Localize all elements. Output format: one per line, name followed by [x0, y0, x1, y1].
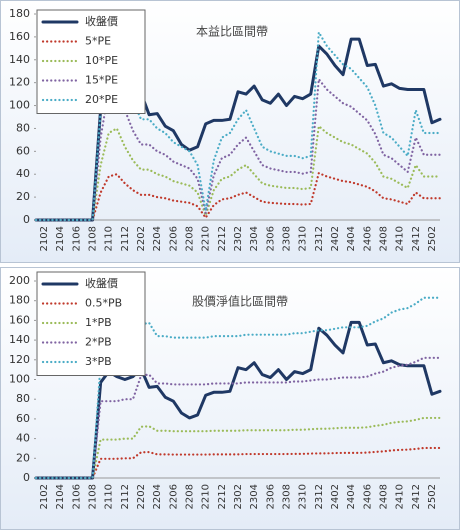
x-tick-label: 2308	[281, 226, 292, 251]
series-line	[34, 125, 442, 222]
legend-label: 20*PE	[85, 93, 118, 106]
legend-label: 10*PE	[85, 54, 118, 67]
y-tick-label: 180	[9, 294, 30, 307]
series-line	[34, 78, 442, 222]
y-tick-label: 20	[16, 190, 30, 203]
y-tick-label: 120	[9, 76, 30, 89]
series-line	[34, 320, 442, 480]
x-tick-label: 2204	[152, 226, 163, 251]
legend-label: 收盤價	[85, 276, 118, 290]
y-tick-label: 160	[9, 313, 30, 326]
x-tick-label: 2410	[395, 226, 406, 251]
x-tick-label: 2110	[104, 226, 115, 251]
y-tick-label: 60	[16, 412, 30, 425]
x-tick-label: 2408	[378, 484, 389, 509]
x-tick-label: 2106	[71, 484, 82, 509]
x-tick-label: 2302	[233, 226, 244, 251]
legend-label: 0.5*PB	[85, 297, 122, 310]
x-tick-label: 2208	[185, 226, 196, 251]
chart-title: 股價淨值比區間帶	[192, 294, 288, 309]
y-tick-label: 120	[9, 353, 30, 366]
y-tick-label: 40	[16, 167, 30, 180]
x-tick-label: 2108	[88, 484, 99, 509]
x-tick-label: 2306	[265, 484, 276, 509]
y-tick-label: 100	[9, 373, 30, 386]
x-tick-label: 2310	[298, 484, 309, 509]
legend-label: 1*PB	[85, 316, 112, 329]
x-tick-label: 2402	[330, 226, 341, 251]
y-tick-label: 100	[9, 99, 30, 112]
y-tick-label: 80	[16, 392, 30, 405]
y-tick-label: 140	[9, 333, 30, 346]
x-tick-label: 2202	[136, 226, 147, 251]
x-tick-label: 2304	[249, 226, 260, 251]
x-tick-label: 2112	[120, 484, 131, 509]
x-tick-label: 2310	[298, 226, 309, 251]
x-tick-label: 2406	[362, 226, 373, 251]
x-tick-label: 2108	[88, 226, 99, 251]
x-tick-label: 2312	[314, 226, 325, 251]
x-tick-label: 2206	[168, 226, 179, 251]
x-tick-label: 2406	[362, 484, 373, 509]
legend-label: 2*PB	[85, 336, 112, 349]
y-tick-label: 80	[16, 121, 30, 134]
x-tick-label: 2104	[55, 226, 66, 251]
legend-label: 5*PE	[85, 35, 111, 48]
x-tick-label: 2410	[395, 484, 406, 509]
x-tick-label: 2212	[217, 484, 228, 509]
y-tick-label: 0	[23, 213, 30, 226]
x-tick-label: 2104	[55, 484, 66, 509]
legend-label: 3*PB	[85, 355, 112, 368]
x-tick-label: 2412	[411, 484, 422, 509]
x-tick-label: 2304	[249, 484, 260, 509]
legend-label: 收盤價	[85, 14, 118, 28]
x-tick-label: 2106	[71, 226, 82, 251]
y-tick-label: 200	[9, 274, 30, 287]
x-tick-label: 2202	[136, 484, 147, 509]
x-tick-label: 2208	[185, 484, 196, 509]
y-tick-label: 0	[23, 471, 30, 484]
x-tick-label: 2102	[39, 484, 50, 509]
x-tick-label: 2302	[233, 484, 244, 509]
x-tick-label: 2408	[378, 226, 389, 251]
x-tick-label: 2112	[120, 226, 131, 251]
y-tick-label: 160	[9, 30, 30, 43]
series-line	[34, 416, 442, 480]
series-line	[34, 171, 442, 222]
chart-title: 本益比區間帶	[196, 25, 268, 39]
x-tick-label: 2402	[330, 484, 341, 509]
x-tick-label: 2210	[201, 484, 212, 509]
x-tick-label: 2502	[427, 226, 438, 251]
x-tick-label: 2204	[152, 484, 163, 509]
x-tick-label: 2308	[281, 484, 292, 509]
x-tick-label: 2312	[314, 484, 325, 509]
y-tick-label: 40	[16, 432, 30, 445]
legend-label: 15*PE	[85, 74, 118, 87]
x-tick-label: 2212	[217, 226, 228, 251]
x-tick-label: 2404	[346, 226, 357, 251]
x-tick-label: 2306	[265, 226, 276, 251]
y-tick-label: 20	[16, 451, 30, 464]
x-tick-label: 2102	[39, 226, 50, 251]
x-tick-label: 2110	[104, 484, 115, 509]
x-tick-label: 2412	[411, 226, 422, 251]
y-tick-label: 60	[16, 144, 30, 157]
y-tick-label: 140	[9, 53, 30, 66]
series-line	[34, 446, 442, 480]
x-tick-label: 2210	[201, 226, 212, 251]
y-tick-label: 180	[9, 7, 30, 20]
x-tick-label: 2206	[168, 484, 179, 509]
x-tick-label: 2404	[346, 484, 357, 509]
x-tick-label: 2502	[427, 484, 438, 509]
